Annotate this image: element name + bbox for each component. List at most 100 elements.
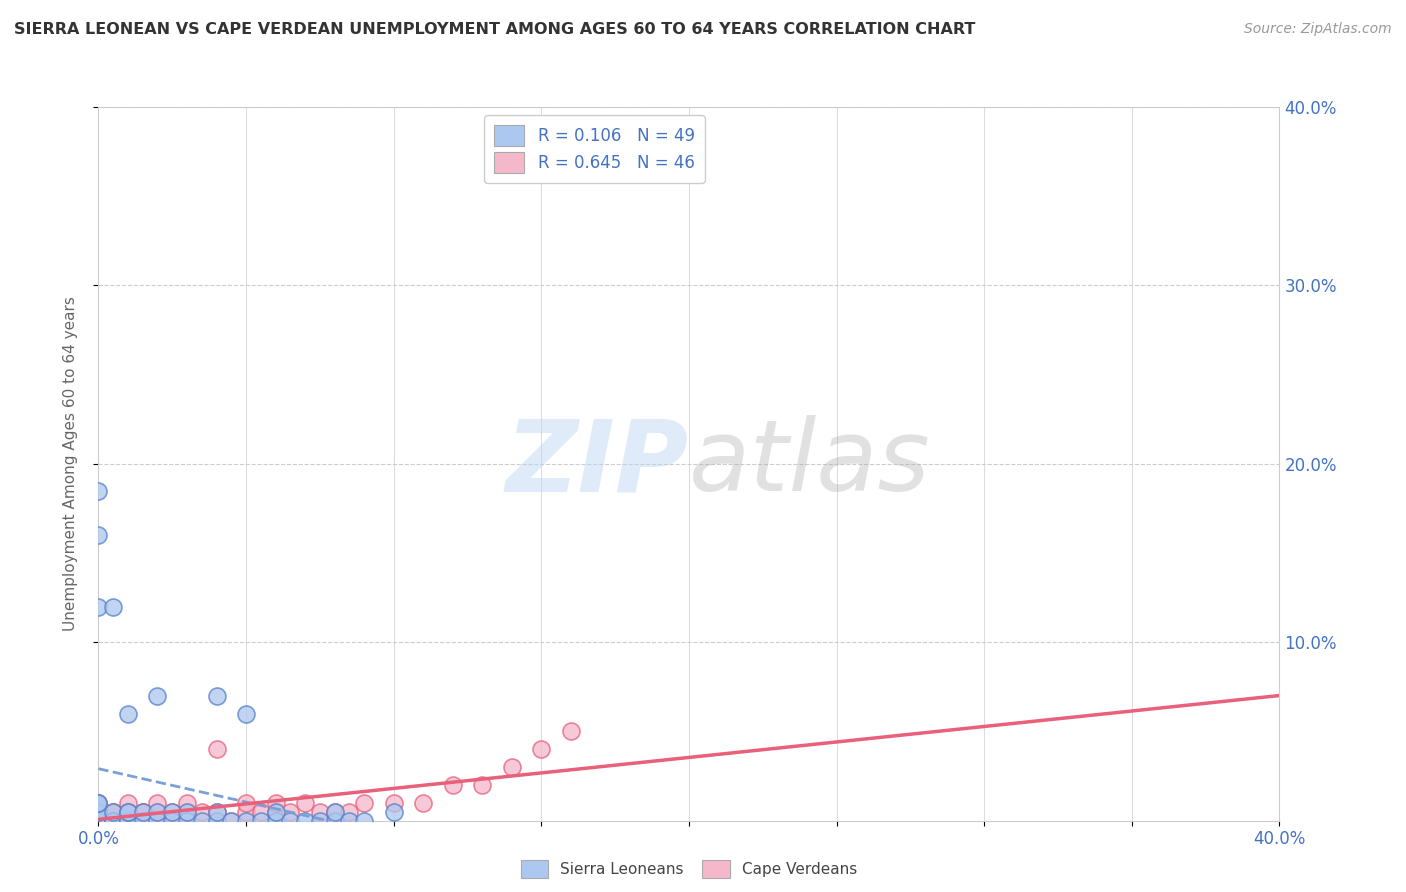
Text: SIERRA LEONEAN VS CAPE VERDEAN UNEMPLOYMENT AMONG AGES 60 TO 64 YEARS CORRELATIO: SIERRA LEONEAN VS CAPE VERDEAN UNEMPLOYM… <box>14 22 976 37</box>
Point <box>103 814 125 828</box>
Point <box>87 483 110 498</box>
Point <box>132 805 155 819</box>
Point <box>264 805 287 819</box>
Point <box>87 805 110 819</box>
Point <box>176 796 198 810</box>
Point <box>87 805 110 819</box>
Point <box>205 805 228 819</box>
Point <box>87 814 110 828</box>
Point <box>441 778 464 792</box>
Point <box>87 814 110 828</box>
Point <box>235 805 257 819</box>
Point <box>87 814 110 828</box>
Point <box>103 805 125 819</box>
Point <box>87 528 110 542</box>
Point <box>323 814 346 828</box>
Point <box>412 796 434 810</box>
Point <box>323 805 346 819</box>
Text: ZIP: ZIP <box>506 416 689 512</box>
Point <box>117 796 139 810</box>
Point <box>87 814 110 828</box>
Point <box>309 814 332 828</box>
Point <box>103 805 125 819</box>
Point <box>162 805 183 819</box>
Point <box>87 805 110 819</box>
Point <box>264 805 287 819</box>
Point <box>309 805 332 819</box>
Point <box>103 814 125 828</box>
Point <box>87 796 110 810</box>
Point <box>205 805 228 819</box>
Point <box>103 814 125 828</box>
Point <box>162 814 183 828</box>
Point <box>87 805 110 819</box>
Point <box>530 742 553 756</box>
Point <box>219 814 242 828</box>
Point <box>132 814 155 828</box>
Point <box>117 814 139 828</box>
Point <box>117 814 139 828</box>
Point <box>382 796 405 810</box>
Point <box>87 814 110 828</box>
Point <box>353 796 375 810</box>
Point <box>146 796 169 810</box>
Legend: Sierra Leoneans, Cape Verdeans: Sierra Leoneans, Cape Verdeans <box>515 854 863 884</box>
Point <box>250 805 273 819</box>
Point <box>132 814 155 828</box>
Point <box>117 814 139 828</box>
Point <box>176 814 198 828</box>
Point <box>117 814 139 828</box>
Point <box>87 814 110 828</box>
Point <box>132 805 155 819</box>
Point <box>278 814 302 828</box>
Point <box>205 689 228 703</box>
Point <box>87 814 110 828</box>
Point <box>146 805 169 819</box>
Point <box>205 814 228 828</box>
Point <box>87 814 110 828</box>
Point <box>235 706 257 721</box>
Point <box>117 805 139 819</box>
Point <box>382 805 405 819</box>
Point <box>191 805 214 819</box>
Point <box>264 814 287 828</box>
Point <box>278 805 302 819</box>
Point <box>323 805 346 819</box>
Text: atlas: atlas <box>689 416 931 512</box>
Point <box>87 796 110 810</box>
Point <box>205 742 228 756</box>
Point <box>146 814 169 828</box>
Point <box>117 805 139 819</box>
Point <box>250 814 273 828</box>
Point <box>103 805 125 819</box>
Point <box>103 599 125 614</box>
Point <box>103 814 125 828</box>
Point <box>146 805 169 819</box>
Point <box>560 724 582 739</box>
Point <box>501 760 523 774</box>
Point <box>117 805 139 819</box>
Point <box>471 778 494 792</box>
Point <box>353 814 375 828</box>
Point <box>235 796 257 810</box>
Y-axis label: Unemployment Among Ages 60 to 64 years: Unemployment Among Ages 60 to 64 years <box>63 296 77 632</box>
Point <box>162 814 183 828</box>
Point <box>162 805 183 819</box>
Text: Source: ZipAtlas.com: Source: ZipAtlas.com <box>1244 22 1392 37</box>
Point <box>191 814 214 828</box>
Point <box>235 814 257 828</box>
Point <box>176 805 198 819</box>
Point <box>117 814 139 828</box>
Point <box>87 599 110 614</box>
Point <box>132 805 155 819</box>
Point <box>103 814 125 828</box>
Point <box>339 805 360 819</box>
Point <box>339 814 360 828</box>
Point <box>294 796 316 810</box>
Point <box>146 689 169 703</box>
Point <box>264 796 287 810</box>
Point <box>146 814 169 828</box>
Point <box>87 796 110 810</box>
Point <box>117 706 139 721</box>
Point <box>219 814 242 828</box>
